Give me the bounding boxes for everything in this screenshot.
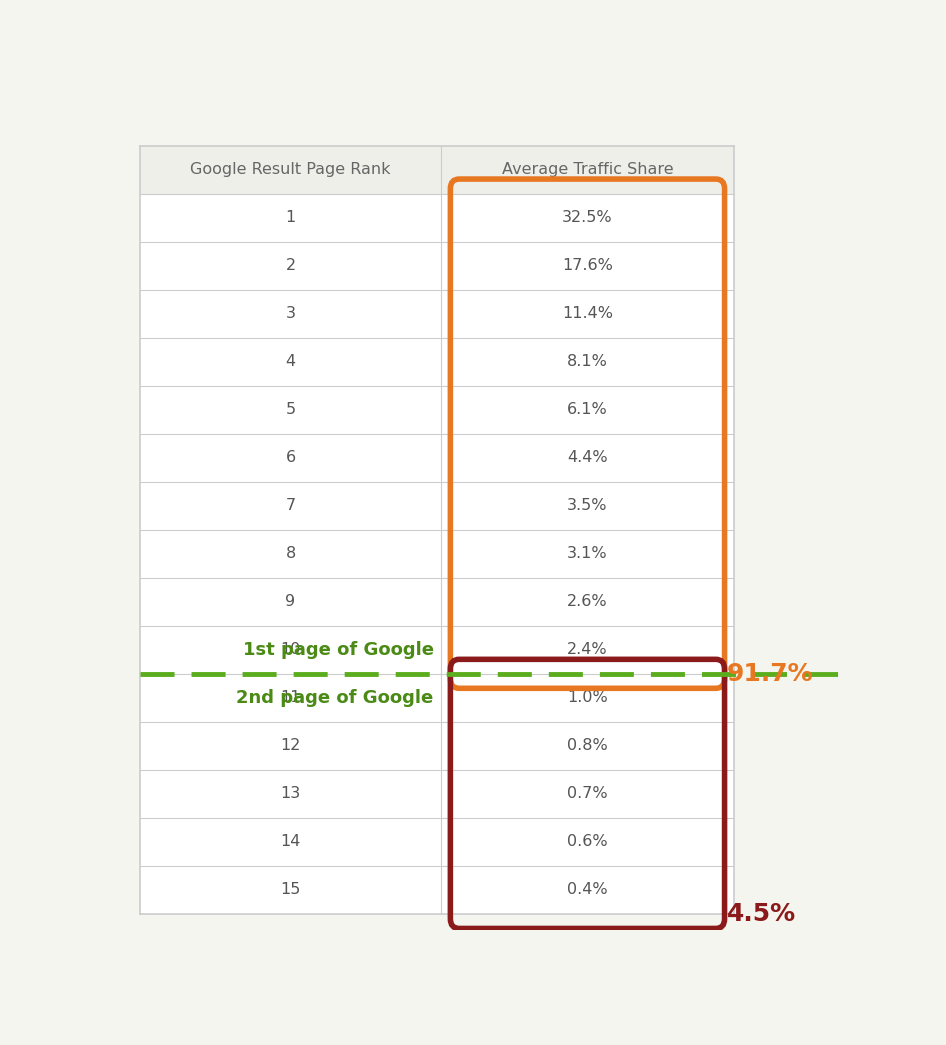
Text: 17.6%: 17.6% bbox=[562, 258, 613, 273]
Text: 32.5%: 32.5% bbox=[562, 210, 613, 225]
Text: 8: 8 bbox=[286, 547, 296, 561]
Text: 3.5%: 3.5% bbox=[568, 498, 607, 513]
Text: 12: 12 bbox=[280, 739, 301, 753]
Text: 91.7%: 91.7% bbox=[727, 661, 814, 686]
Text: 3: 3 bbox=[286, 306, 295, 321]
Text: 1.0%: 1.0% bbox=[567, 691, 608, 705]
Text: 3.1%: 3.1% bbox=[568, 547, 607, 561]
Bar bbox=[140, 145, 734, 914]
Text: 0.8%: 0.8% bbox=[567, 739, 608, 753]
Text: Google Result Page Rank: Google Result Page Rank bbox=[190, 162, 391, 177]
Text: 13: 13 bbox=[280, 787, 301, 802]
Text: 0.6%: 0.6% bbox=[568, 834, 607, 850]
Text: 6: 6 bbox=[286, 450, 295, 465]
Text: 2.4%: 2.4% bbox=[568, 643, 607, 657]
Text: 5: 5 bbox=[286, 402, 295, 417]
Text: 0.4%: 0.4% bbox=[568, 882, 607, 898]
Text: 8.1%: 8.1% bbox=[567, 354, 608, 369]
Text: 10: 10 bbox=[280, 643, 301, 657]
Text: 4.5%: 4.5% bbox=[727, 902, 796, 926]
Text: 4.4%: 4.4% bbox=[568, 450, 607, 465]
Text: 7: 7 bbox=[286, 498, 295, 513]
Text: 2.6%: 2.6% bbox=[568, 595, 607, 609]
Text: 2nd page of Google: 2nd page of Google bbox=[236, 689, 433, 706]
Text: 1st page of Google: 1st page of Google bbox=[242, 641, 433, 658]
Text: 1: 1 bbox=[286, 210, 296, 225]
Text: 11: 11 bbox=[280, 691, 301, 705]
Text: Average Traffic Share: Average Traffic Share bbox=[501, 162, 674, 177]
Text: 15: 15 bbox=[280, 882, 301, 898]
Text: 2: 2 bbox=[286, 258, 295, 273]
Text: 14: 14 bbox=[280, 834, 301, 850]
Bar bbox=[140, 145, 734, 193]
Text: 6.1%: 6.1% bbox=[567, 402, 608, 417]
Text: 9: 9 bbox=[286, 595, 295, 609]
Text: 0.7%: 0.7% bbox=[568, 787, 607, 802]
Text: 4: 4 bbox=[286, 354, 295, 369]
Text: 11.4%: 11.4% bbox=[562, 306, 613, 321]
